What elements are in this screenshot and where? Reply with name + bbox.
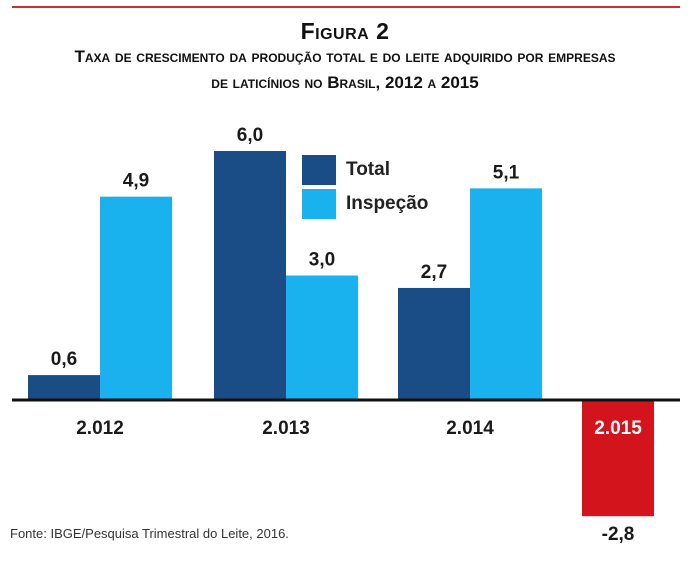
chart-title-line-2: de laticínios no Brasil, 2012 a 2015: [211, 73, 479, 92]
data-label-inspecao-2.013: 3,0: [309, 250, 335, 271]
data-label-total-2.015: -2,8: [602, 524, 635, 545]
bar-total-2.014: [398, 287, 470, 400]
bar-inspecao-2.013: [286, 275, 358, 400]
source-note: Fonte: IBGE/Pesquisa Trimestral do Leite…: [10, 526, 289, 541]
legend-label-total: Total: [346, 159, 390, 180]
figure-label: Figura 2: [300, 18, 390, 44]
x-tick-label-2.015: 2.015: [594, 418, 642, 439]
chart-title-block: Figura 2 Taxa de crescimento da produção…: [0, 18, 690, 96]
data-label-total-2.013: 6,0: [237, 125, 263, 146]
bar-total-2.012: [28, 375, 100, 400]
x-tick-label-2.012: 2.012: [76, 418, 124, 439]
data-label-inspecao-2.014: 5,1: [493, 162, 520, 183]
data-label-total-2.012: 0,6: [51, 349, 77, 370]
x-tick-label-2.013: 2.013: [262, 418, 310, 439]
legend-swatch-total: [302, 155, 336, 185]
legend-swatch-inspecao: [302, 189, 336, 219]
chart-legend: Total Inspeção: [302, 155, 428, 223]
top-accent-line: [12, 6, 680, 8]
x-tick-label-2.014: 2.014: [446, 418, 494, 439]
data-label-total-2.014: 2,7: [421, 262, 447, 283]
data-label-inspecao-2.012: 4,9: [123, 171, 149, 192]
legend-item-total: Total: [302, 155, 428, 185]
legend-item-inspecao: Inspeção: [302, 189, 428, 219]
bar-total-2.013: [214, 151, 286, 400]
bar-inspecao-2.014: [470, 188, 542, 400]
legend-label-inspecao: Inspeção: [346, 193, 429, 214]
chart-title-line-1: Taxa de crescimento da produção total e …: [74, 47, 616, 66]
bar-inspecao-2.012: [100, 196, 172, 400]
bar-total-2.015: [582, 400, 654, 517]
